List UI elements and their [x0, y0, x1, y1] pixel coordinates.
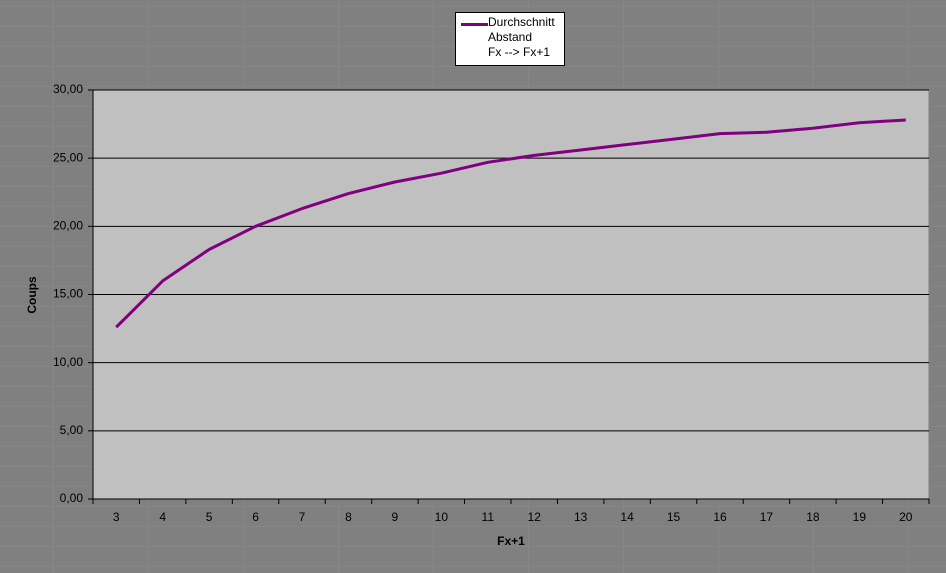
x-tick-label: 9 — [392, 510, 399, 524]
x-tick-label: 8 — [345, 510, 352, 524]
y-tick-label: 15,00 — [53, 287, 83, 301]
x-tick-label: 17 — [760, 510, 774, 524]
x-tick-label: 18 — [806, 510, 820, 524]
y-tick-label: 20,00 — [53, 219, 83, 233]
x-tick-label: 5 — [206, 510, 213, 524]
x-tick-label: 12 — [528, 510, 542, 524]
x-tick-label: 13 — [574, 510, 588, 524]
legend-label: Durchschnitt Abstand Fx --> Fx+1 — [488, 15, 555, 59]
x-tick-label: 10 — [435, 510, 449, 524]
x-tick-label: 11 — [482, 510, 495, 524]
y-tick-label: 5,00 — [60, 423, 84, 437]
y-tick-label: 10,00 — [53, 355, 83, 369]
x-tick-label: 14 — [620, 510, 634, 524]
y-axis-title: Coups — [25, 276, 39, 314]
data-line — [115, 118, 906, 329]
x-axis-title: Fx+1 — [497, 534, 525, 548]
x-tick-label: 19 — [853, 510, 867, 524]
x-tick-label: 16 — [713, 510, 727, 524]
y-tick-label: 25,00 — [53, 150, 83, 164]
x-tick-label: 15 — [667, 510, 681, 524]
x-tick-label: 20 — [899, 510, 913, 524]
x-tick-label: 4 — [159, 510, 166, 524]
x-tick-label: 6 — [252, 510, 259, 524]
x-tick-label: 7 — [299, 510, 306, 524]
legend: Durchschnitt Abstand Fx --> Fx+1 — [455, 12, 565, 66]
legend-swatch — [461, 23, 488, 26]
x-tick-label: 3 — [113, 510, 120, 524]
y-tick-label: 30,00 — [53, 82, 83, 96]
y-tick-label: 0,00 — [60, 491, 84, 505]
